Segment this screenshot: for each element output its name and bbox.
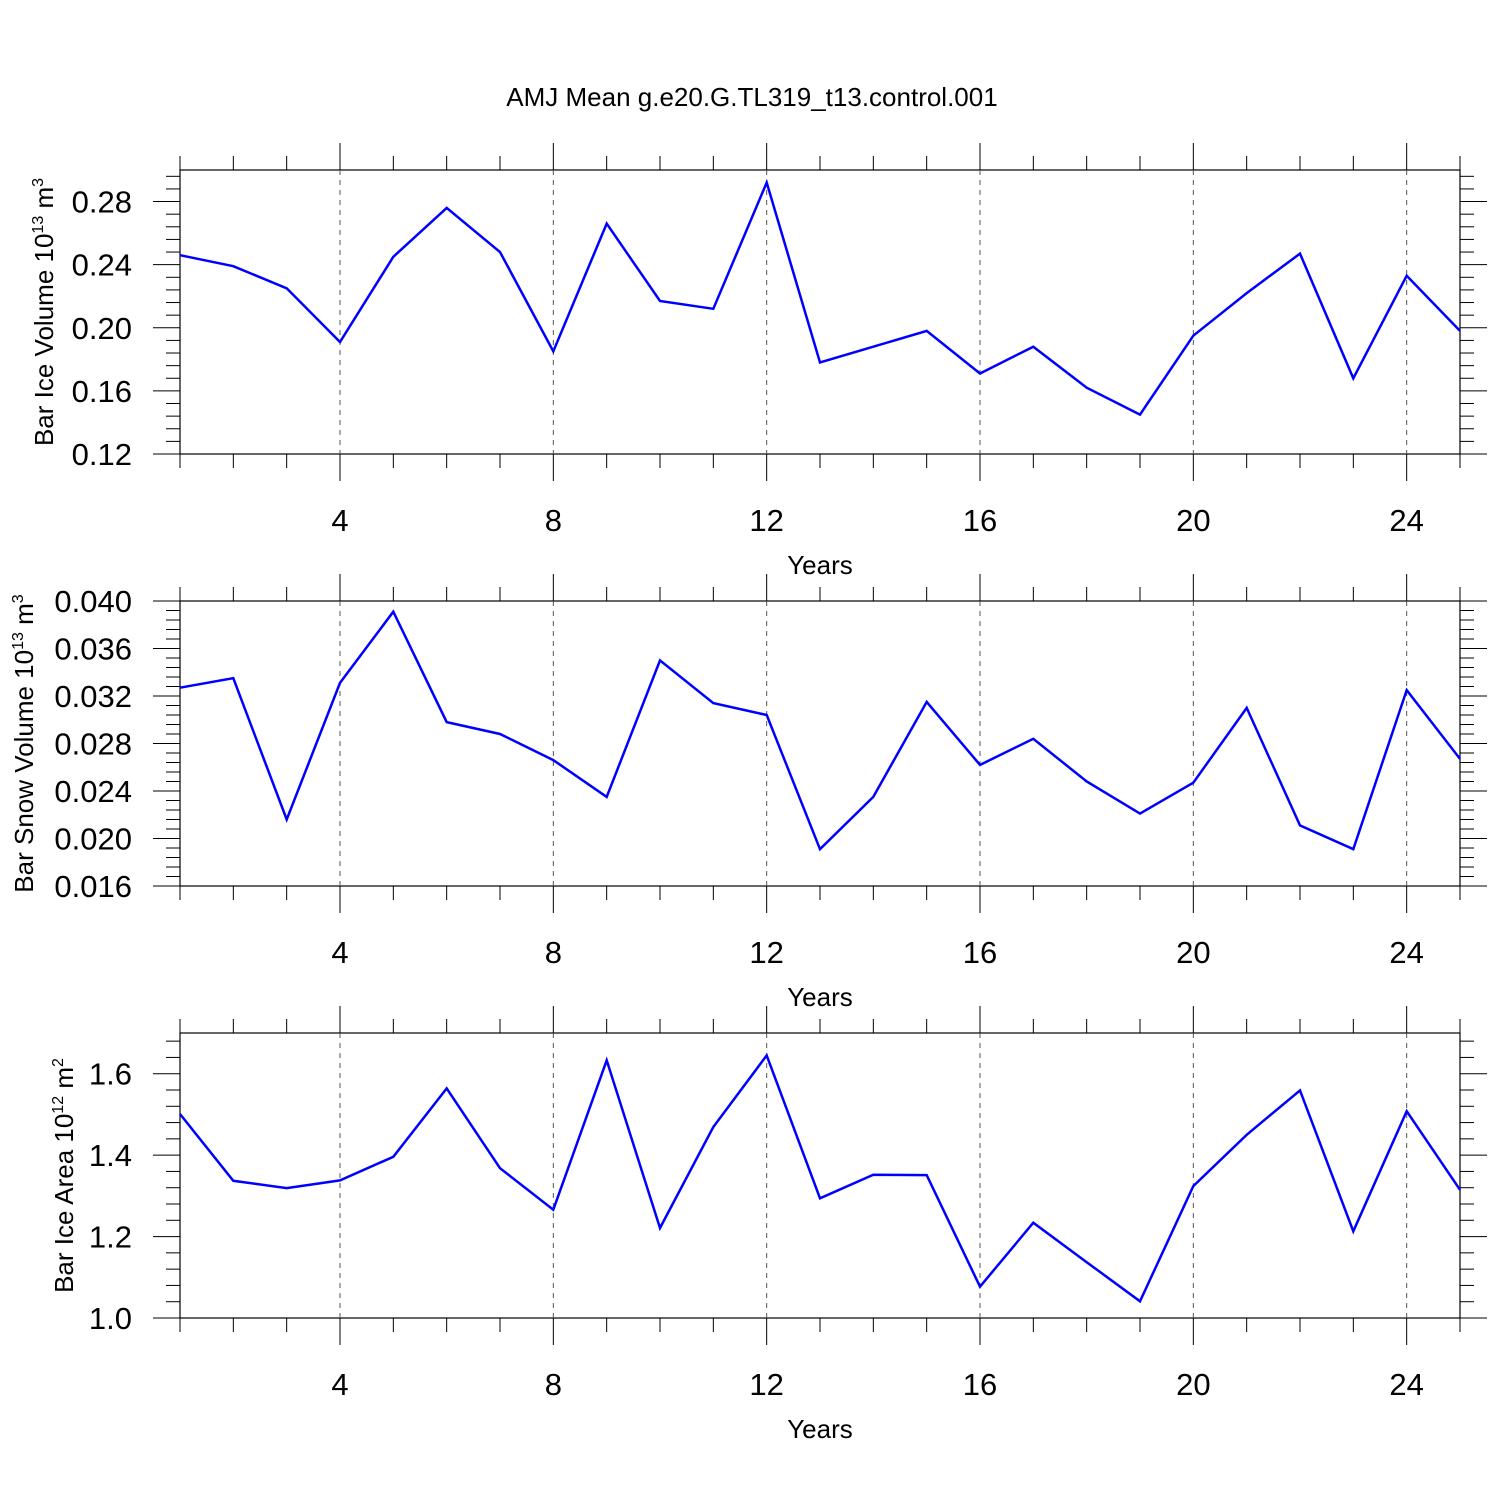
y-tick-label: 0.12 [72,437,132,472]
panel-3: 1.0 1.2 1.4 1.6 4 8 12 16 20 24 Years Bar Ice Area … [49,1006,1487,1444]
y-axis-label-exponent: 13 [30,216,47,234]
y-tick-label: 0.28 [72,185,132,220]
x-tick-label: 20 [1176,503,1210,538]
y-tick-label: 0.028 [54,727,132,762]
y-axis-label-unit: m [29,187,59,216]
x-tick-label: 20 [1176,1367,1210,1402]
y-axis-label-unit-exponent: 3 [10,594,27,603]
y-axis-label-main: Bar Ice Volume 10 [29,234,59,446]
y-axis-label-exponent: 12 [50,1096,67,1114]
x-tick-label: 8 [545,935,562,970]
y-tick-label: 0.024 [54,774,132,809]
y-axis-label: Bar Ice Area 1012 m2 [49,1058,79,1293]
y-tick-label: 0.020 [54,822,132,857]
y-axis-label-unit: m [9,603,39,632]
y-tick-label: 0.036 [54,632,132,667]
x-tick-label: 8 [545,1367,562,1402]
series-line [179,609,1461,852]
y-tick-label: 1.0 [89,1301,132,1336]
x-tick-label: 16 [963,1367,997,1402]
x-tick-label: 12 [749,1367,783,1402]
x-tick-label: 16 [963,503,997,538]
series-line [179,1052,1462,1304]
y-tick-label: 1.2 [89,1220,132,1255]
y-tick-label: 0.16 [72,374,132,409]
y-tick-label: 0.20 [72,311,132,346]
x-tick-label: 24 [1389,935,1423,970]
x-axis-label: Years [787,982,853,1012]
chart-title: AMJ Mean g.e20.G.TL319_t13.control.001 [506,82,997,112]
x-tick-label: 16 [963,935,997,970]
x-tick-label: 4 [331,935,348,970]
y-axis-label: Bar Ice Volume 1013 m3 [29,178,59,446]
x-tick-label: 12 [749,503,783,538]
y-axis-label-exponent: 13 [10,632,27,650]
x-tick-label: 4 [331,1367,348,1402]
plot-frame [179,600,1461,887]
y-tick-label: 0.032 [54,679,132,714]
y-axis-label-main: Bar Ice Area 10 [49,1114,79,1293]
y-axis-label-unit-exponent: 3 [30,178,47,187]
series-line [179,178,1461,417]
panel-1: 0.12 0.16 0.20 0.24 0.28 4 8 12 16 20 24 Years Bar I… [29,143,1487,580]
y-axis-label-unit: m [49,1067,79,1096]
y-tick-label: 0.24 [72,248,132,283]
y-tick-label: 1.6 [89,1057,132,1092]
x-tick-label: 8 [545,503,562,538]
plot-frame [179,169,1461,455]
y-tick-label: 0.016 [54,869,132,904]
plot-frame [179,1032,1461,1319]
y-tick-label: 1.4 [89,1138,132,1173]
y-axis-label-main: Bar Snow Volume 10 [9,650,39,893]
y-axis-label-unit-exponent: 2 [50,1058,67,1067]
x-tick-label: 24 [1389,503,1423,538]
panel-2: 0.016 0.020 0.024 0.028 0.032 0.036 0.040 4 8 12 1… [9,574,1487,1012]
x-tick-label: 20 [1176,935,1210,970]
y-tick-label: 0.040 [54,584,132,619]
x-tick-label: 12 [749,935,783,970]
x-tick-label: 4 [331,503,348,538]
x-axis-label: Years [787,550,853,580]
x-axis-label: Years [787,1414,853,1444]
y-axis-label: Bar Snow Volume 1013 m3 [9,594,39,893]
x-tick-label: 24 [1389,1367,1423,1402]
